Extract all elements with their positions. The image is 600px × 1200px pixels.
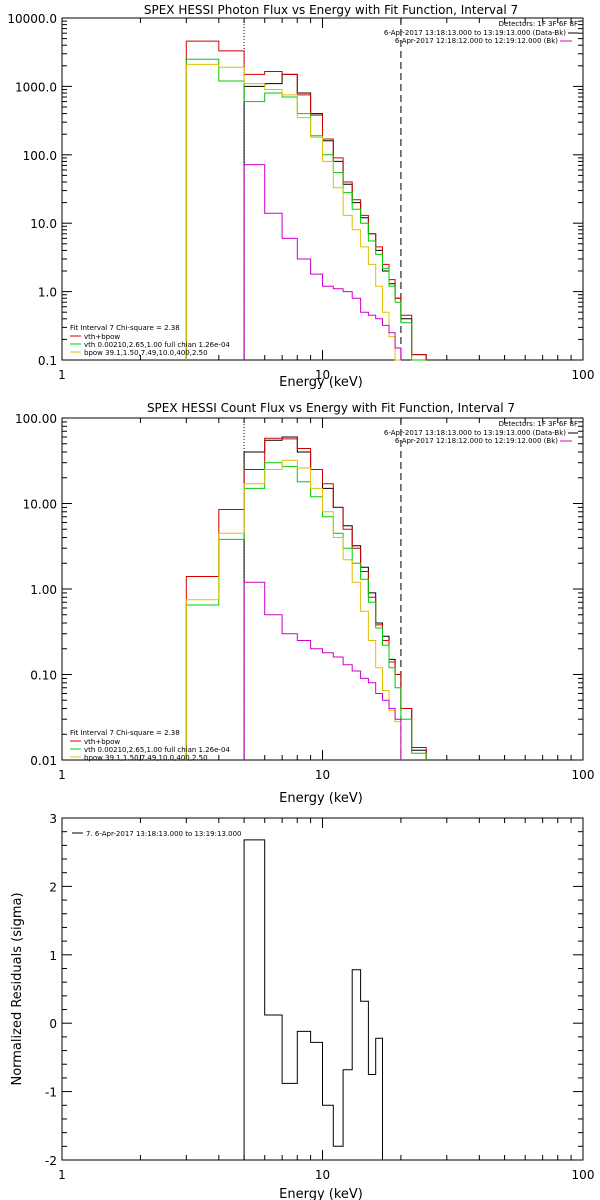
fit-legend-title: Fit Interval 7 Chi-square = 2.38: [70, 324, 180, 332]
y-tick-label: 1.00: [30, 583, 57, 597]
axis-ticks: [61, 817, 583, 1161]
fit-legend-total: vth+bpow: [84, 738, 120, 746]
fit-legend-vth: vth 0.00210,2.65,1.00 full chian 1.26e-0…: [84, 341, 230, 349]
fit-legend-title: Fit Interval 7 Chi-square = 2.38: [70, 729, 180, 737]
data-interval-info: 6-Apr-2017 13:18:13.000 to 13:19:13.000 …: [384, 429, 566, 437]
x-tick-label: 10: [315, 768, 330, 782]
y-tick-label: 10000.0: [7, 12, 57, 26]
plot-lines: [185, 418, 427, 760]
y-tick-label: 10.0: [30, 217, 57, 231]
x-axis-label: Energy (keV): [279, 791, 363, 806]
background-interval-info: 6-Apr-2017 12:18:12.000 to 12:19:12.000 …: [395, 37, 558, 45]
residuals-panel: 1 10 100 -2 -1 0 1 2 3 Energy (keV) Normalized R…: [10, 812, 594, 1200]
background-interval-info: 6-Apr-2017 12:18:12.000 to 12:19:12.000 …: [395, 437, 558, 445]
y-tick-label: 100.0: [23, 149, 57, 163]
x-tick-label: 10: [315, 1168, 330, 1182]
axis-ticks: [61, 18, 583, 361]
x-tick-label: 100: [572, 1168, 595, 1182]
x-axis-label: Energy (keV): [279, 1187, 363, 1200]
x-tick-label: 1: [58, 1168, 66, 1182]
tick-labels: 1 10 100 0.1 1.0 10.0 100.0 1000.0 10000.0: [7, 12, 594, 382]
tick-labels: 1 10 100 -2 -1 0 1 2 3: [45, 812, 594, 1182]
bpow-series: [185, 459, 402, 760]
x-axis-label: Energy (keV): [279, 375, 363, 390]
y-tick-label: 10.00: [23, 498, 57, 512]
y-tick-label: -2: [45, 1154, 57, 1168]
x-tick-label: 1: [58, 768, 66, 782]
y-tick-label: -1: [45, 1086, 57, 1100]
background-series: [243, 164, 402, 360]
data-interval-info: 6-Apr-2017 13:18:13.000 to 13:19:13.000 …: [384, 29, 566, 37]
photon-flux-panel: SPEX HESSI Photon Flux vs Energy with Fi…: [7, 3, 594, 390]
y-axis-label: Normalized Residuals (sigma): [10, 892, 25, 1085]
plot-lines: [185, 18, 427, 361]
fit-legend-bpow: bpow 39.1,1.50,7.49,10.0,400,2.50: [84, 349, 208, 357]
x-tick-label: 100: [572, 368, 595, 382]
data-series: [243, 839, 401, 1161]
y-tick-label: 0.1: [38, 354, 57, 368]
chart-title: SPEX HESSI Count Flux vs Energy with Fit…: [147, 401, 515, 415]
chart-title: SPEX HESSI Photon Flux vs Energy with Fi…: [144, 3, 518, 17]
fit-legend-total: vth+bpow: [84, 333, 120, 341]
detector-info: Detectors: 1F 3F 6F 8F: [499, 420, 578, 428]
tick-labels: 1 10 100 0.01 0.10 1.00 10.00 100.00: [15, 412, 594, 782]
plot-lines: [243, 839, 401, 1161]
y-tick-label: 3: [49, 812, 57, 826]
x-tick-label: 100: [572, 768, 595, 782]
fit-legend-bpow: bpow 39.1,1.50,7.49,10.0,400,2.50: [84, 754, 208, 762]
background-series: [243, 581, 402, 760]
y-tick-label: 0: [49, 1017, 57, 1031]
count-flux-panel: SPEX HESSI Count Flux vs Energy with Fit…: [15, 401, 594, 806]
y-tick-label: 2: [49, 880, 57, 894]
y-tick-label: 1.0: [38, 286, 57, 300]
y-tick-label: 1000.0: [15, 80, 57, 94]
y-tick-label: 0.01: [30, 754, 57, 768]
y-tick-label: 0.10: [30, 669, 57, 683]
y-tick-label: 1: [49, 949, 57, 963]
bpow-series: [185, 63, 401, 361]
x-tick-label: 1: [58, 368, 66, 382]
x-tick-label: 10: [315, 368, 330, 382]
detector-info: Detectors: 1F 3F 6F 8F: [499, 20, 578, 28]
residual-legend: 7. 6-Apr-2017 13:18:13.000 to 13:19:13.0…: [86, 830, 241, 838]
fit-legend-vth: vth 0.00210,2.65,1.00 full chian 1.26e-0…: [84, 746, 230, 754]
axis-ticks: [61, 418, 583, 761]
y-tick-label: 100.00: [15, 412, 57, 426]
